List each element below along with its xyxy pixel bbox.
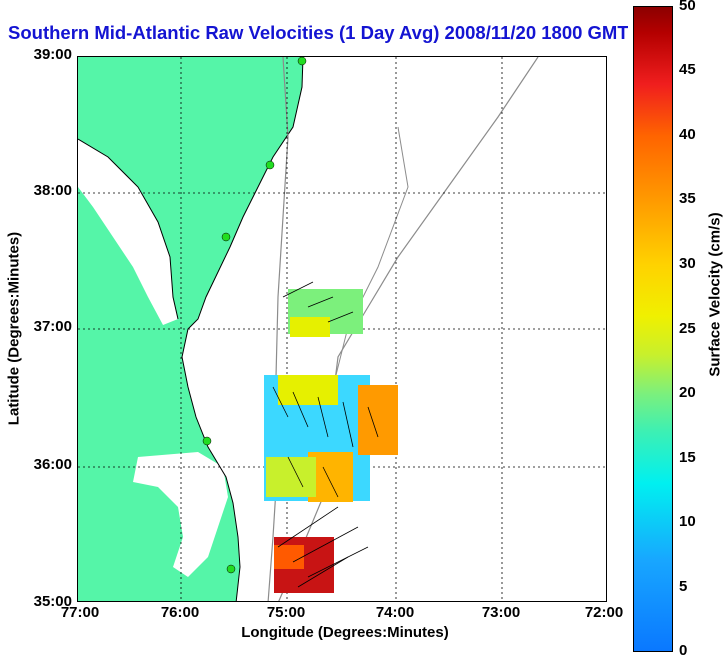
y-tick-label: 35:00 — [33, 593, 72, 610]
x-axis-label: Longitude (Degrees:Minutes) — [241, 624, 449, 641]
colorbar-tick: 20 — [679, 384, 696, 401]
colorbar-tick: 0 — [679, 642, 688, 659]
bay-water — [78, 139, 178, 325]
map-title: Southern Mid-Atlantic Raw Velocities (1 … — [8, 22, 628, 43]
x-tick-label: 73:00 — [481, 604, 521, 621]
x-tick-label: 77:00 — [60, 604, 100, 621]
velocity-vectors — [272, 281, 379, 588]
colorbar-tick: 15 — [679, 449, 696, 466]
colorbar-tick: 5 — [679, 578, 688, 595]
map-canvas — [78, 57, 606, 601]
colorbar-tick: 10 — [679, 513, 696, 530]
colorbar-tick: 50 — [679, 0, 696, 14]
sound-water — [133, 452, 228, 577]
x-tick-label: 72:00 — [584, 604, 624, 621]
colorbar-tick: 30 — [679, 255, 696, 272]
colorbar — [633, 6, 673, 652]
isobath-contour — [267, 57, 289, 601]
y-tick-label: 39:00 — [33, 46, 72, 63]
y-tick-label: 37:00 — [33, 318, 72, 335]
x-tick-label: 74:00 — [375, 604, 415, 621]
colorbar-label: Surface Velocity (cm/s) — [706, 212, 724, 377]
isobath-contour — [332, 126, 409, 388]
x-tick-label: 75:00 — [266, 604, 306, 621]
colorbar-tick: 45 — [679, 61, 696, 78]
y-axis-label: Latitude (Degrees:Minutes) — [5, 231, 23, 426]
colorbar-tick: 25 — [679, 320, 696, 337]
colorbar-tick: 40 — [679, 126, 696, 143]
radar-stations — [202, 57, 307, 574]
y-tick-label: 38:00 — [33, 182, 72, 199]
colorbar-tick: 35 — [679, 190, 696, 207]
x-tick-label: 76:00 — [160, 604, 200, 621]
map-plot-area — [77, 56, 607, 602]
y-tick-label: 36:00 — [33, 456, 72, 473]
